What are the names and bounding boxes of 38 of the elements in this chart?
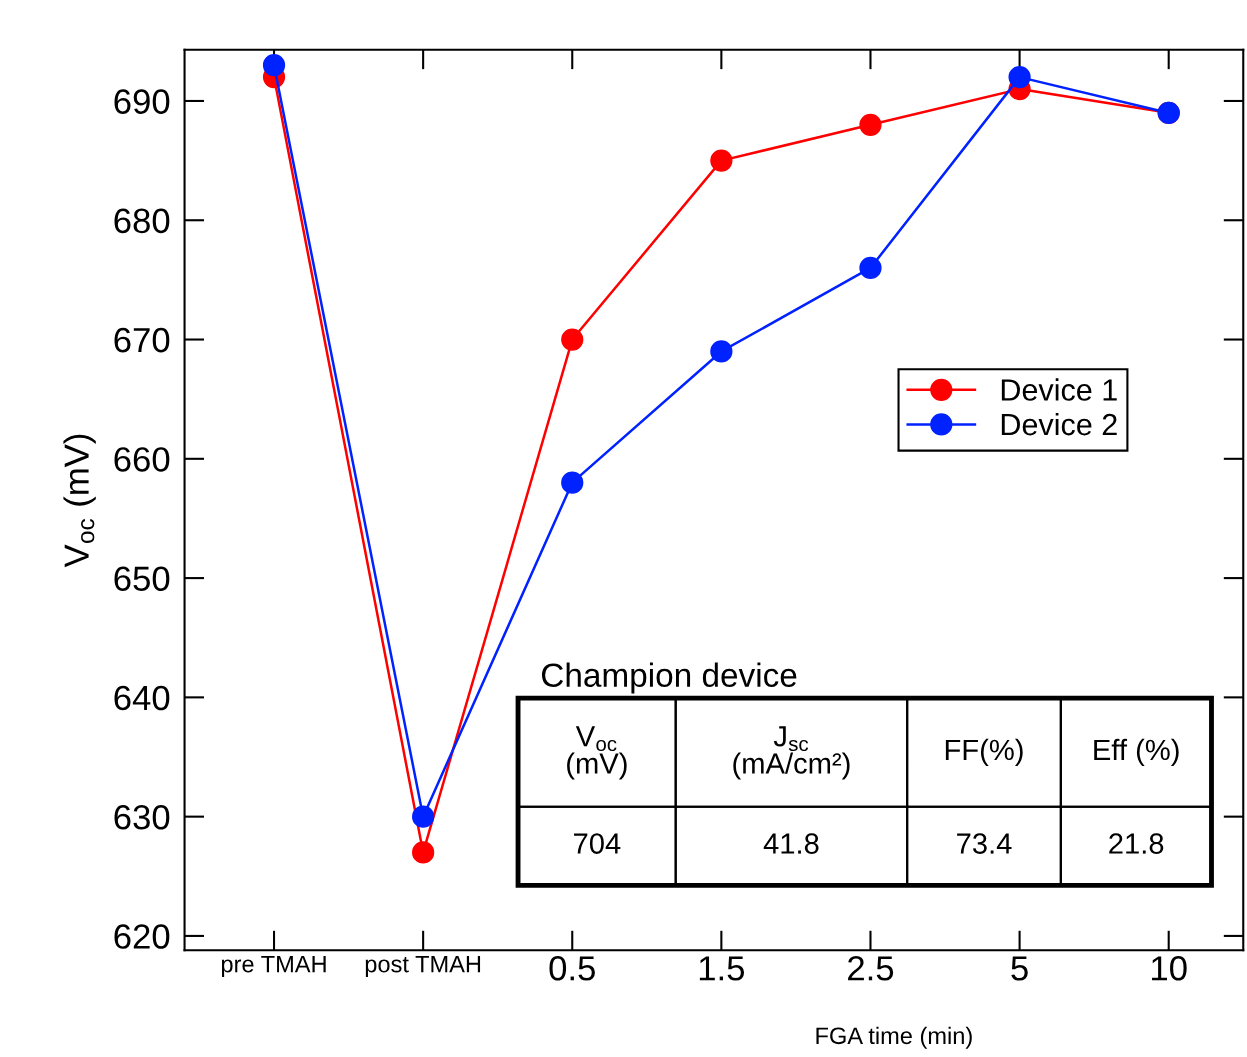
annotation: 21.8 xyxy=(1109,833,1164,854)
annotation: J$_{sc}$ (mA/cm²) xyxy=(733,726,850,780)
annotation: Eff (%) xyxy=(1094,738,1179,766)
point xyxy=(1008,66,1031,89)
annotation: V$_{oc}$ (mV) xyxy=(567,726,627,780)
annotation: 73.4 xyxy=(957,833,1012,854)
point xyxy=(412,805,435,828)
legend-label: Device 2 xyxy=(1001,412,1117,436)
y-tick-label: 630 xyxy=(114,804,170,830)
annotation: FF(%) xyxy=(945,738,1023,766)
y-tick-label: 660 xyxy=(114,447,170,472)
annotation: 41.8 xyxy=(763,833,819,854)
x-tick-label: 0.5 xyxy=(549,956,595,981)
point xyxy=(561,471,584,494)
x-tick-label: 10 xyxy=(1152,956,1187,981)
point xyxy=(859,256,882,280)
x-tick-label: 5 xyxy=(1011,956,1028,981)
legend-label: Device 1 xyxy=(1001,378,1117,401)
y-tick-label: 680 xyxy=(114,208,170,234)
point xyxy=(859,113,882,136)
y-tick-label: 650 xyxy=(114,566,170,592)
x-axis-title: FGA time (min) xyxy=(816,1026,972,1049)
annotation: 704 xyxy=(574,833,621,854)
y-axis-title: V$_{oc}$ (mV) xyxy=(63,434,96,568)
x-tick-label: post TMAH xyxy=(365,955,481,978)
point xyxy=(262,54,286,77)
x-tick-label: pre TMAH xyxy=(221,955,326,978)
annotation: Champion device xyxy=(541,662,797,694)
x-tick-label: 2.5 xyxy=(848,956,894,981)
point xyxy=(710,149,733,172)
point xyxy=(710,340,733,363)
y-tick-label: 620 xyxy=(114,924,170,949)
point xyxy=(561,328,584,351)
y-tick-label: 690 xyxy=(114,89,170,114)
y-tick-label: 670 xyxy=(114,327,170,353)
y-tick-label: 640 xyxy=(114,685,170,711)
point xyxy=(412,841,435,864)
x-tick-label: 1.5 xyxy=(699,956,745,981)
